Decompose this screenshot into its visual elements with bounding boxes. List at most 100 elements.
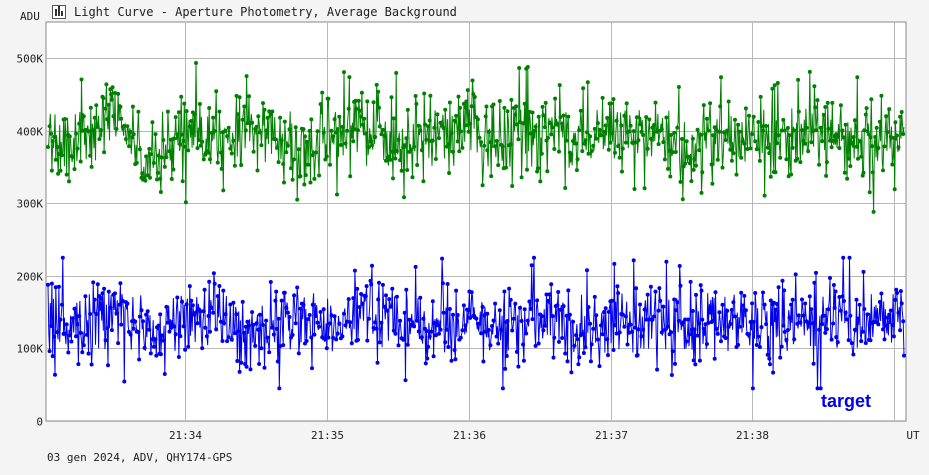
data-point [49,324,54,328]
plot-area [45,21,907,422]
data-point [620,312,625,317]
data-point [678,283,683,288]
data-point [658,298,663,303]
data-point [352,268,357,273]
data-point [282,290,287,295]
data-point [790,145,795,150]
data-point [151,344,156,349]
data-point [697,358,702,363]
data-point [391,176,395,181]
data-point [262,107,267,112]
data-point [525,167,529,172]
data-point [574,141,579,146]
data-point [490,324,494,328]
data-point [151,161,156,165]
data-point [239,163,244,167]
data-point [315,320,320,325]
data-point [435,323,440,328]
data-point [611,348,616,352]
data-point [154,353,159,358]
data-point [53,285,58,290]
data-point [580,149,585,154]
data-point [789,172,794,177]
legend-target-label: target [821,391,872,411]
data-point [764,322,769,327]
data-point [581,86,586,91]
data-point [432,321,437,325]
data-point [137,357,142,362]
data-point [483,114,488,119]
data-point [782,128,787,133]
data-point [767,151,772,156]
data-point [102,286,107,291]
data-point [114,127,119,131]
data-point [782,288,787,293]
data-point [412,324,417,329]
data-point [546,299,550,303]
data-point [176,355,181,359]
data-point [324,346,329,351]
data-point [427,118,432,123]
data-point [557,149,561,154]
data-point [605,116,610,120]
data-point [620,146,625,151]
data-point [111,114,116,119]
data-point [250,120,255,125]
data-point [326,335,331,340]
data-point [63,331,68,336]
data-point [212,281,217,286]
data-point [189,119,194,123]
data-point [449,131,454,136]
data-point [518,120,522,124]
data-point [119,322,124,327]
data-point [240,299,245,304]
data-point [753,139,758,144]
data-point [402,195,406,200]
data-point [597,364,602,369]
data-point [244,74,249,79]
data-point [70,154,75,159]
data-point [588,359,593,364]
data-point [683,317,688,322]
data-point [795,156,800,161]
data-point [606,309,611,314]
series-target [46,255,906,391]
data-point [785,328,790,332]
data-point [46,145,50,149]
data-point [655,367,660,372]
data-point [67,179,71,184]
data-point [837,295,842,299]
data-point [349,134,354,139]
data-point [634,286,639,291]
data-point [80,350,85,355]
data-point [456,94,461,99]
data-point [162,164,167,169]
data-point [58,317,63,322]
data-point [583,138,588,143]
data-point [734,172,739,177]
data-point [342,311,346,316]
data-point [433,333,438,338]
data-point [402,143,407,148]
data-point [729,158,734,163]
data-point [865,129,870,134]
data-point [602,129,607,134]
data-point [758,94,763,99]
data-point [648,284,653,289]
data-point [764,124,769,128]
data-point [173,115,178,120]
data-point [99,128,103,132]
data-point [128,130,133,134]
data-point [351,296,356,301]
data-point [183,200,188,205]
data-point [308,180,313,185]
data-point [712,356,717,361]
data-point [890,323,895,328]
data-point [446,142,451,146]
data-point [623,314,628,319]
data-point [614,331,619,336]
data-point [109,328,114,333]
data-point [472,95,477,99]
data-point [428,93,433,98]
data-point [553,96,558,101]
